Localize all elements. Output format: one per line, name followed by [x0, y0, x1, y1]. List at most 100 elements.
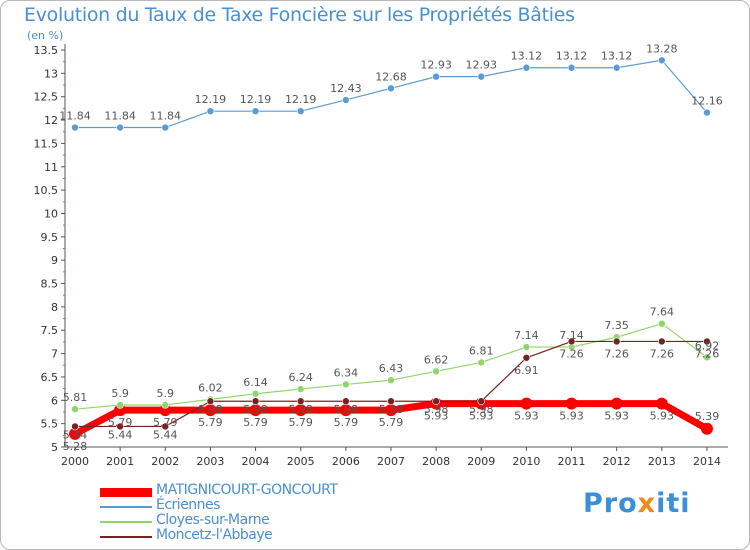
y-tick-label: 5.5: [41, 418, 59, 431]
data-point: [206, 107, 215, 115]
data-point: [432, 367, 440, 376]
data-label: 5.79: [198, 416, 223, 429]
y-tick-label: 5: [51, 441, 58, 454]
y-tick-label: 12.5: [34, 91, 59, 104]
data-label: 13.12: [511, 50, 543, 63]
data-point: [610, 397, 623, 410]
data-point: [477, 358, 486, 367]
series-labels-1: 11.84 11.84 11.84 12.19 12.19 12.19 12.43 12.68…: [59, 42, 722, 122]
data-label: 12.19: [240, 93, 272, 106]
data-point: [161, 123, 170, 132]
legend-swatch: [100, 521, 152, 523]
data-label: 5.79: [334, 416, 359, 429]
x-tick-label: 2002: [151, 455, 179, 468]
data-point: [387, 376, 395, 385]
y-tick-label: 6.5: [41, 371, 59, 384]
x-tick-label: 2006: [332, 455, 360, 468]
data-point: [251, 107, 260, 115]
y-tick-label: 6: [51, 394, 58, 407]
data-point: [161, 401, 170, 409]
data-label: 5.93: [604, 410, 629, 423]
data-point: [339, 404, 352, 417]
y-tick-label: 7: [51, 348, 58, 361]
data-point: [567, 63, 576, 72]
x-tick-label: 2012: [603, 455, 631, 468]
data-point: [296, 397, 305, 406]
y-tick-label: 10: [44, 207, 58, 220]
data-label: 5.79: [108, 416, 133, 429]
series-1: [71, 56, 711, 132]
data-point: [387, 397, 395, 406]
data-label: 5.93: [424, 410, 449, 423]
x-tick-label: 2009: [467, 455, 495, 468]
chart-title: Evolution du Taux de Taxe Foncière sur l…: [24, 4, 575, 26]
legend-label: Moncetz-l'Abbaye: [156, 527, 273, 543]
data-label: 6.81: [469, 344, 494, 357]
data-label: 5.39: [695, 410, 720, 423]
data-label: 12.19: [195, 93, 227, 106]
data-label: 7.14: [514, 329, 539, 342]
data-label: 12.43: [330, 82, 362, 95]
y-tick-label: 11: [44, 161, 58, 174]
data-label: 11.84: [59, 110, 91, 123]
data-label: 7.26: [695, 347, 720, 360]
data-label: 5.9: [157, 387, 175, 400]
data-point: [206, 397, 215, 406]
data-label: 7.26: [559, 347, 584, 360]
data-label: 5.79: [153, 416, 178, 429]
data-point: [384, 404, 397, 417]
data-point: [342, 397, 350, 406]
data-point: [116, 401, 124, 409]
data-point: [71, 422, 79, 431]
y-tick-label: 9.5: [41, 231, 59, 244]
series-labels-0: 5.28 5.79 5.79 5.79 5.79 5.79 5.79 5.79 5.93 5.93…: [63, 410, 719, 453]
data-label: 7.26: [650, 347, 675, 360]
legend-swatch: [100, 487, 152, 497]
data-point: [116, 123, 124, 132]
data-label: 5.9: [111, 387, 129, 400]
legend-label: MATIGNICOURT-GONCOURT: [156, 482, 338, 498]
data-label: 7.26: [604, 347, 629, 360]
data-point: [477, 397, 486, 406]
data-point: [658, 56, 666, 65]
data-point: [294, 404, 307, 417]
data-label: 5.98: [288, 403, 313, 416]
data-label: 12.93: [466, 59, 498, 72]
legend-label: Écriennes: [156, 497, 220, 513]
data-label: 5.98: [469, 403, 494, 416]
legend-swatch: [100, 506, 152, 508]
x-tick-label: 2013: [648, 455, 676, 468]
data-label: 5.98: [379, 403, 404, 416]
x-tick-label: 2014: [693, 455, 721, 468]
y-tick-label: 13: [44, 67, 58, 80]
data-label: 5.44: [63, 428, 88, 441]
data-label: 5.98: [424, 403, 449, 416]
x-tick-label: 2000: [61, 455, 89, 468]
data-point: [612, 63, 621, 72]
data-point: [71, 405, 79, 413]
data-label: 6.43: [379, 362, 404, 375]
data-label: 12.68: [375, 70, 407, 83]
data-label: 11.84: [150, 110, 182, 123]
data-point: [703, 337, 711, 346]
legend-label: Cloyes-sur-Marne: [156, 512, 270, 528]
data-point: [69, 427, 81, 440]
data-label: 5.98: [334, 403, 359, 416]
data-label: 5.98: [243, 403, 268, 416]
data-point: [251, 389, 260, 398]
data-label: 5.28: [63, 440, 88, 453]
data-point: [342, 380, 350, 389]
y-tick-label: 8: [51, 301, 58, 314]
data-point: [432, 72, 440, 81]
data-label: 5.44: [153, 428, 178, 441]
x-tick-label: 2003: [196, 455, 224, 468]
data-point: [703, 353, 711, 362]
data-label: 6.02: [198, 381, 223, 394]
data-label: 13.12: [556, 50, 588, 63]
y-tick-label: 10.5: [34, 184, 59, 197]
data-label: 5.79: [243, 416, 268, 429]
x-tick-label: 2011: [558, 455, 586, 468]
data-label: 6.14: [243, 376, 268, 389]
